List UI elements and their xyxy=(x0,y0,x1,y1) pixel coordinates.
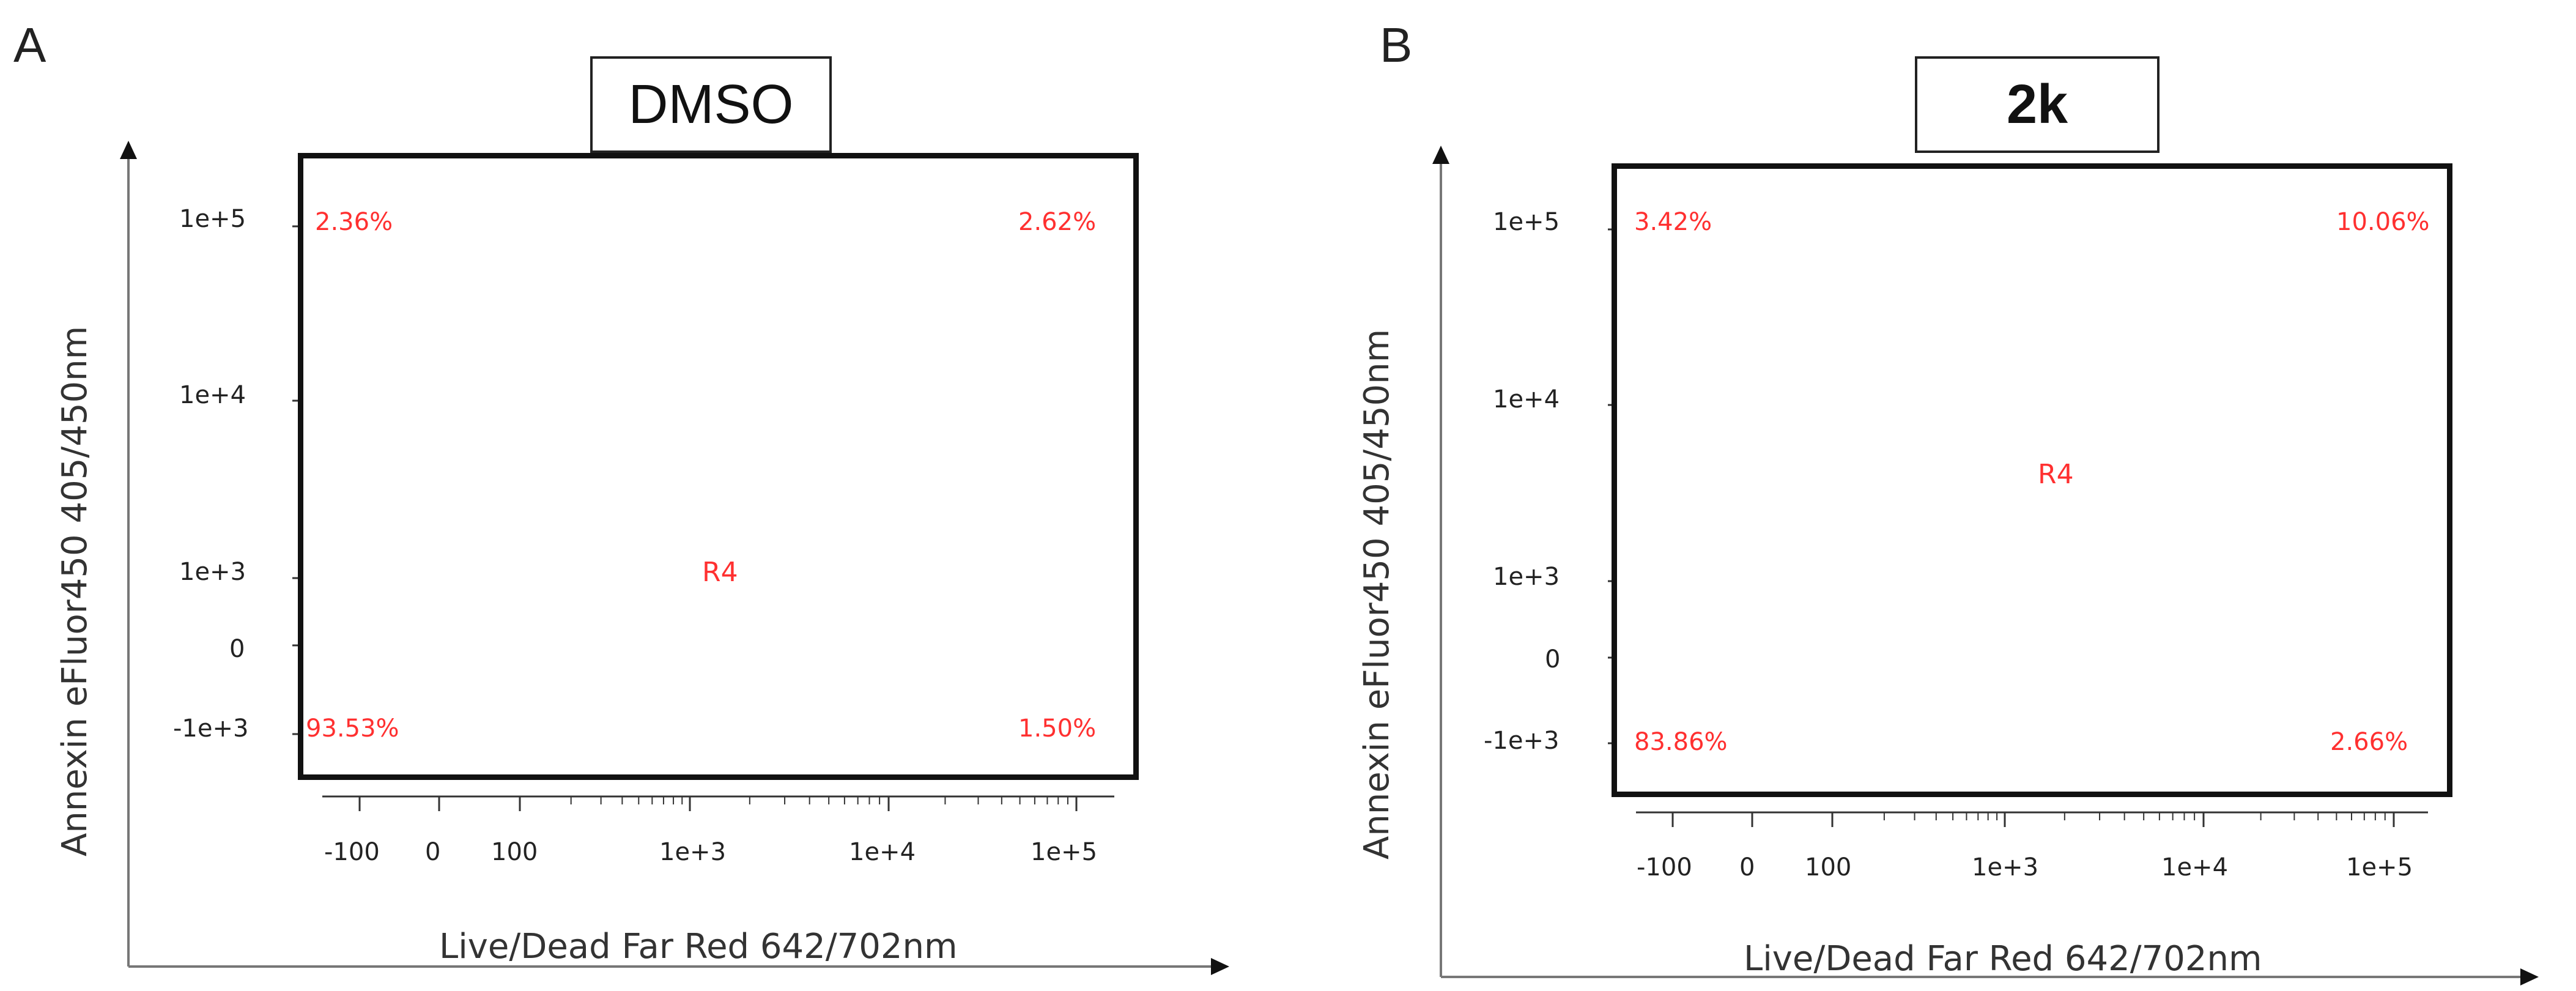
y-axis-title: Annexin eFluor450 405/450nm xyxy=(1357,328,1397,859)
y-tick-label: 1e+4 xyxy=(1493,385,1560,414)
y-tick-label: -1e+3 xyxy=(173,714,249,743)
y-tick-label: 1e+3 xyxy=(1493,563,1560,591)
upper-right-percent: 2.62% xyxy=(1018,208,1097,236)
gate-label: R4 xyxy=(2038,459,2074,490)
lower-right-percent: 2.66% xyxy=(2330,728,2408,756)
x-axis-arrow xyxy=(2520,968,2539,985)
x-tick-label: 1e+5 xyxy=(1031,838,1098,866)
upper-right-percent: 10.06% xyxy=(2336,208,2430,236)
gate-label: R4 xyxy=(702,557,738,588)
lower-left-percent: 93.53% xyxy=(306,714,399,743)
y-tick-label: 1e+3 xyxy=(179,558,246,586)
x-axis-title: Live/Dead Far Red 642/702nm xyxy=(439,927,958,967)
x-axis-title: Live/Dead Far Red 642/702nm xyxy=(1744,939,2262,979)
x-axis-arrow xyxy=(1211,958,1229,975)
y-axis-arrow xyxy=(1432,146,1449,164)
y-tick-label: 1e+5 xyxy=(1493,208,1560,236)
plot-frame xyxy=(298,153,1139,780)
y-tick-label: -1e+3 xyxy=(1484,727,1560,755)
plot-frame xyxy=(1612,163,2452,797)
panel-b: B 2k 3.42% 10.06% 83.86% 2.66% R4 1e+5 1… xyxy=(1288,0,2576,991)
panel-letter: A xyxy=(13,18,46,72)
lower-right-percent: 1.50% xyxy=(1018,714,1097,743)
x-tick-label: 100 xyxy=(491,838,538,866)
y-axis-arrow xyxy=(120,141,137,159)
upper-left-percent: 2.36% xyxy=(315,208,393,236)
y-axis-title: Annexin eFluor450 405/450nm xyxy=(55,325,95,856)
x-tick-label: 1e+4 xyxy=(2161,853,2229,882)
y-tick-label: 0 xyxy=(229,635,245,663)
treatment-label: DMSO xyxy=(590,56,832,153)
x-tick-label: -100 xyxy=(324,838,380,866)
y-tick-label: 0 xyxy=(1545,645,1561,674)
treatment-label: 2k xyxy=(1915,56,2160,153)
x-tick-label: 1e+3 xyxy=(659,838,727,866)
x-tick-label: 1e+4 xyxy=(849,838,916,866)
panel-a: A DMSO 2.36% 2.62% 93.53% 1.50% R4 1e+5 … xyxy=(13,18,1229,975)
y-tick-label: 1e+4 xyxy=(179,381,246,409)
x-tick-label: -100 xyxy=(1637,853,1692,882)
panel-letter: B xyxy=(1380,18,1413,72)
x-tick-label: 1e+5 xyxy=(2346,853,2413,882)
x-tick-label: 100 xyxy=(1805,853,1852,882)
lower-left-percent: 83.86% xyxy=(1634,728,1728,756)
x-tick-label: 0 xyxy=(425,838,441,866)
x-tick-label: 0 xyxy=(1739,853,1755,882)
x-tick-label: 1e+3 xyxy=(1972,853,2039,882)
y-tick-label: 1e+5 xyxy=(179,205,246,233)
upper-left-percent: 3.42% xyxy=(1634,208,1712,236)
